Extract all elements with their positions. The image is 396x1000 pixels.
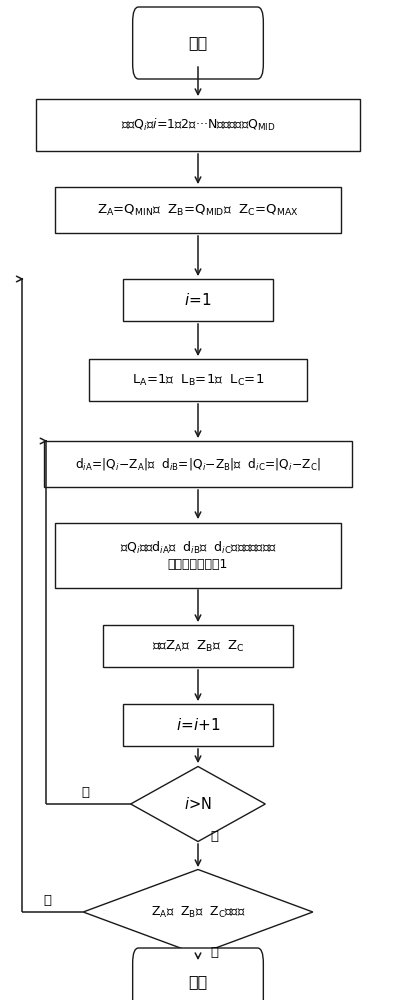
FancyBboxPatch shape	[133, 7, 263, 79]
Text: Z$_{\rm A}$=Q$_{\rm MIN}$，  Z$_{\rm B}$=Q$_{\rm MID}$，  Z$_{\rm C}$=Q$_{\rm MAX}: Z$_{\rm A}$=Q$_{\rm MIN}$， Z$_{\rm B}$=Q…	[97, 202, 299, 218]
Polygon shape	[83, 869, 313, 954]
Text: 是: 是	[44, 894, 51, 906]
Text: 确定Q$_i$（$i$=1，2，···N）的中间值Q$_{\rm MID}$: 确定Q$_i$（$i$=1，2，···N）的中间值Q$_{\rm MID}$	[121, 117, 275, 133]
Bar	[55, 522, 341, 587]
Bar	[103, 625, 293, 667]
Text: 否: 否	[81, 786, 89, 798]
Polygon shape	[131, 766, 265, 842]
Bar	[55, 187, 341, 233]
Text: 更新Z$_{\rm A}$，  Z$_{\rm B}$，  Z$_{\rm C}$: 更新Z$_{\rm A}$， Z$_{\rm B}$， Z$_{\rm C}$	[152, 638, 244, 654]
Text: 返回: 返回	[188, 974, 208, 990]
FancyBboxPatch shape	[133, 948, 263, 1000]
Text: $i$=1: $i$=1	[185, 292, 211, 308]
Bar	[36, 99, 360, 151]
Text: 否: 否	[210, 946, 218, 958]
Text: L$_{\rm A}$=1，  L$_{\rm B}$=1，  L$_{\rm C}$=1: L$_{\rm A}$=1， L$_{\rm B}$=1， L$_{\rm C}…	[132, 372, 264, 388]
Text: $i$>N: $i$>N	[184, 796, 212, 812]
Text: 是: 是	[210, 830, 218, 844]
Bar	[44, 441, 352, 487]
Text: 将Q$_i$归入d$_{i\rm A}$，  d$_{i\rm B}$，  d$_{i\rm C}$最小所在的类，
并将该类个数加1: 将Q$_i$归入d$_{i\rm A}$， d$_{i\rm B}$， d$_{…	[120, 539, 276, 571]
Text: $i$=$i$+1: $i$=$i$+1	[176, 717, 220, 733]
Bar	[123, 704, 273, 746]
Bar	[123, 279, 273, 321]
Text: d$_{i\rm A}$=|Q$_i$−Z$_{\rm A}$|，  d$_{i\rm B}$=|Q$_i$−Z$_{\rm B}$|，  d$_{i\rm C: d$_{i\rm A}$=|Q$_i$−Z$_{\rm A}$|， d$_{i\…	[75, 456, 321, 472]
Text: Z$_{\rm A}$，  Z$_{\rm B}$，  Z$_{\rm C}$有变化: Z$_{\rm A}$， Z$_{\rm B}$， Z$_{\rm C}$有变化	[151, 904, 245, 920]
Text: 开始: 开始	[188, 35, 208, 50]
Bar	[89, 359, 307, 401]
